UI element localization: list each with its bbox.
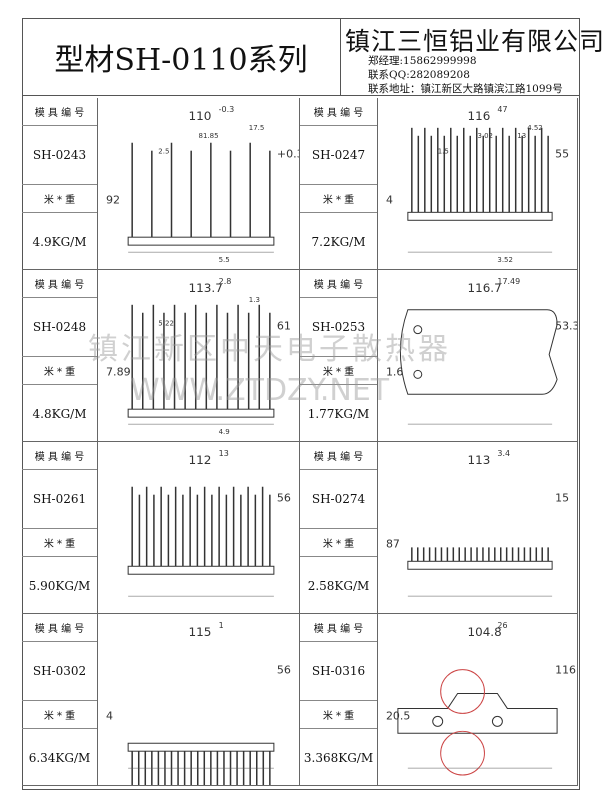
mold-no-label: 模 具 编 号	[22, 270, 97, 298]
dimension-label: 56	[277, 664, 291, 677]
dimension-label: 5.5	[219, 256, 230, 264]
dimension-label: -0.3	[219, 105, 235, 114]
profile-table: 模 具 编 号 SH-0243 米 * 重 4.9KG/M 110 +0.3 -0.3…	[22, 98, 586, 798]
profile-weight: 5.90KG/M	[28, 578, 91, 593]
dimension-label: 13	[219, 449, 229, 458]
mold-no-label: 模 具 编 号	[22, 442, 97, 470]
mold-no-label: 模 具 编 号	[300, 442, 377, 470]
meter-weight-label: 米 * 重	[22, 529, 97, 557]
dimension-label: 1.3	[249, 296, 260, 304]
dimension-label: 112	[188, 453, 211, 467]
profile-weight: 6.34KG/M	[28, 750, 91, 765]
dimension-label: 116.8	[555, 664, 577, 677]
profile-drawing: 116 55 47 4 4.52 3.52 1.5 3.02 13	[378, 98, 578, 270]
profile-weight: 3.368KG/M	[303, 750, 374, 765]
dimension-label: 56	[277, 492, 291, 505]
dimension-label: 26	[497, 621, 507, 630]
meter-weight-label: 米 * 重	[300, 701, 377, 729]
dimension-label: 3.52	[497, 256, 512, 264]
mold-no-label: 模 具 编 号	[300, 614, 377, 642]
profile-label-cell: 模 具 编 号 SH-0248 米 * 重 4.8KG/M	[22, 270, 98, 442]
profile-code: SH-0316	[300, 642, 377, 701]
profile-drawing: 116.7 53.32 17.49 1.6	[378, 270, 586, 442]
profile-code: SH-0302	[22, 642, 97, 701]
profile-code: SH-0253	[300, 298, 377, 357]
dimension-label: 81.85	[199, 132, 219, 140]
profile-weight: 2.58KG/M	[307, 578, 370, 593]
profile-weight: 7.2KG/M	[311, 234, 366, 249]
profile-label-cell: 模 具 编 号 SH-0247 米 * 重 7.2KG/M	[300, 98, 378, 270]
profile-weight: 1.77KG/M	[307, 406, 370, 421]
profile-label-cell: 模 具 编 号 SH-0316 米 * 重 3.368KG/M	[300, 614, 378, 786]
header-divider	[22, 95, 580, 96]
dimension-label: 116.7	[468, 281, 502, 295]
meter-weight-label: 米 * 重	[22, 701, 97, 729]
mold-no-label: 模 具 编 号	[22, 614, 97, 642]
meter-weight-label: 米 * 重	[22, 357, 97, 385]
profile-drawing: 112 56 13	[98, 442, 300, 614]
profile-weight: 4.9KG/M	[32, 234, 87, 249]
mold-no-label: 模 具 编 号	[300, 98, 377, 126]
dimension-label: 4	[106, 709, 113, 722]
dimension-label: 53.32	[555, 320, 577, 333]
dimension-label: 115	[188, 625, 211, 639]
profile-weight: 4.8KG/M	[32, 406, 87, 421]
profile-label-cell: 模 具 编 号 SH-0302 米 * 重 6.34KG/M	[22, 614, 98, 786]
profile-code: SH-0274	[300, 470, 377, 529]
dimension-label: 92	[106, 193, 120, 206]
manager-phone: 郑经理:15862999998	[368, 55, 477, 67]
dimension-label: 13	[517, 132, 526, 140]
profile-code: SH-0248	[22, 298, 97, 357]
profile-drawing: 110 +0.3 -0.3 92 17.5 5.5 2.5 81.85	[98, 98, 304, 270]
profile-label-cell: 模 具 编 号 SH-0261 米 * 重 5.90KG/M	[22, 442, 98, 614]
dimension-label: 55	[555, 148, 569, 161]
dimension-label: 17.5	[249, 124, 265, 132]
profile-code: SH-0261	[22, 470, 97, 529]
dimension-label: 116	[468, 109, 491, 123]
dimension-label: 104.8	[468, 625, 502, 639]
page-title: 型材SH-0110系列	[22, 18, 341, 95]
meter-weight-label: 米 * 重	[300, 529, 377, 557]
dimension-label: 61	[277, 320, 291, 333]
meter-weight-label: 米 * 重	[300, 357, 377, 385]
dimension-label: 15	[555, 492, 569, 505]
mold-no-label: 模 具 编 号	[300, 270, 377, 298]
profile-drawing: 115 56 1 4	[98, 614, 300, 798]
dimension-label: 110	[188, 109, 211, 123]
profile-drawing: 113 15 3.4 87	[378, 442, 578, 614]
dimension-label: 1.6	[386, 365, 403, 378]
dimension-label: 113	[468, 453, 491, 467]
profile-label-cell: 模 具 编 号 SH-0253 米 * 重 1.77KG/M	[300, 270, 378, 442]
dimension-label: 2.5	[158, 148, 169, 156]
dimension-label: 113.7	[188, 281, 222, 295]
company-name: 镇江三恒铝业有限公司	[345, 27, 606, 56]
dimension-label: 7.89	[106, 365, 131, 378]
dimension-label: 4	[386, 193, 393, 206]
dimension-label: 47	[497, 105, 507, 114]
profile-code: SH-0247	[300, 126, 377, 185]
dimension-label: 3.02	[478, 132, 493, 140]
profile-drawing: 113.7 61 2.8 7.89 1.3 4.9 5.22	[98, 270, 300, 442]
profile-drawing: 104.8 116.8 26 20.5	[378, 614, 586, 786]
dimension-label: 3.4	[497, 449, 510, 458]
contact-qq: 联系QQ:282089208	[368, 69, 470, 81]
profile-code: SH-0243	[22, 126, 97, 185]
profile-label-cell: 模 具 编 号 SH-0243 米 * 重 4.9KG/M	[22, 98, 98, 270]
profile-label-cell: 模 具 编 号 SH-0274 米 * 重 2.58KG/M	[300, 442, 378, 614]
dimension-label: +0.3	[277, 148, 299, 161]
dimension-label: 1.5	[438, 148, 449, 156]
meter-weight-label: 米 * 重	[300, 185, 377, 213]
contact-address: 联系地址：镇江新区大路镇滨江路1099号	[368, 83, 563, 95]
meter-weight-label: 米 * 重	[22, 185, 97, 213]
dimension-label: 2.8	[219, 277, 232, 286]
dimension-label: 87	[386, 537, 400, 550]
dimension-label: 4.9	[219, 428, 230, 436]
page-frame	[22, 18, 580, 790]
dimension-label: 5.22	[158, 320, 174, 328]
dimension-label: 17.49	[497, 277, 520, 286]
dimension-label: 4.52	[527, 124, 542, 132]
dimension-label: 20.5	[386, 709, 410, 722]
dimension-label: 1	[219, 621, 224, 630]
mold-no-label: 模 具 编 号	[22, 98, 97, 126]
